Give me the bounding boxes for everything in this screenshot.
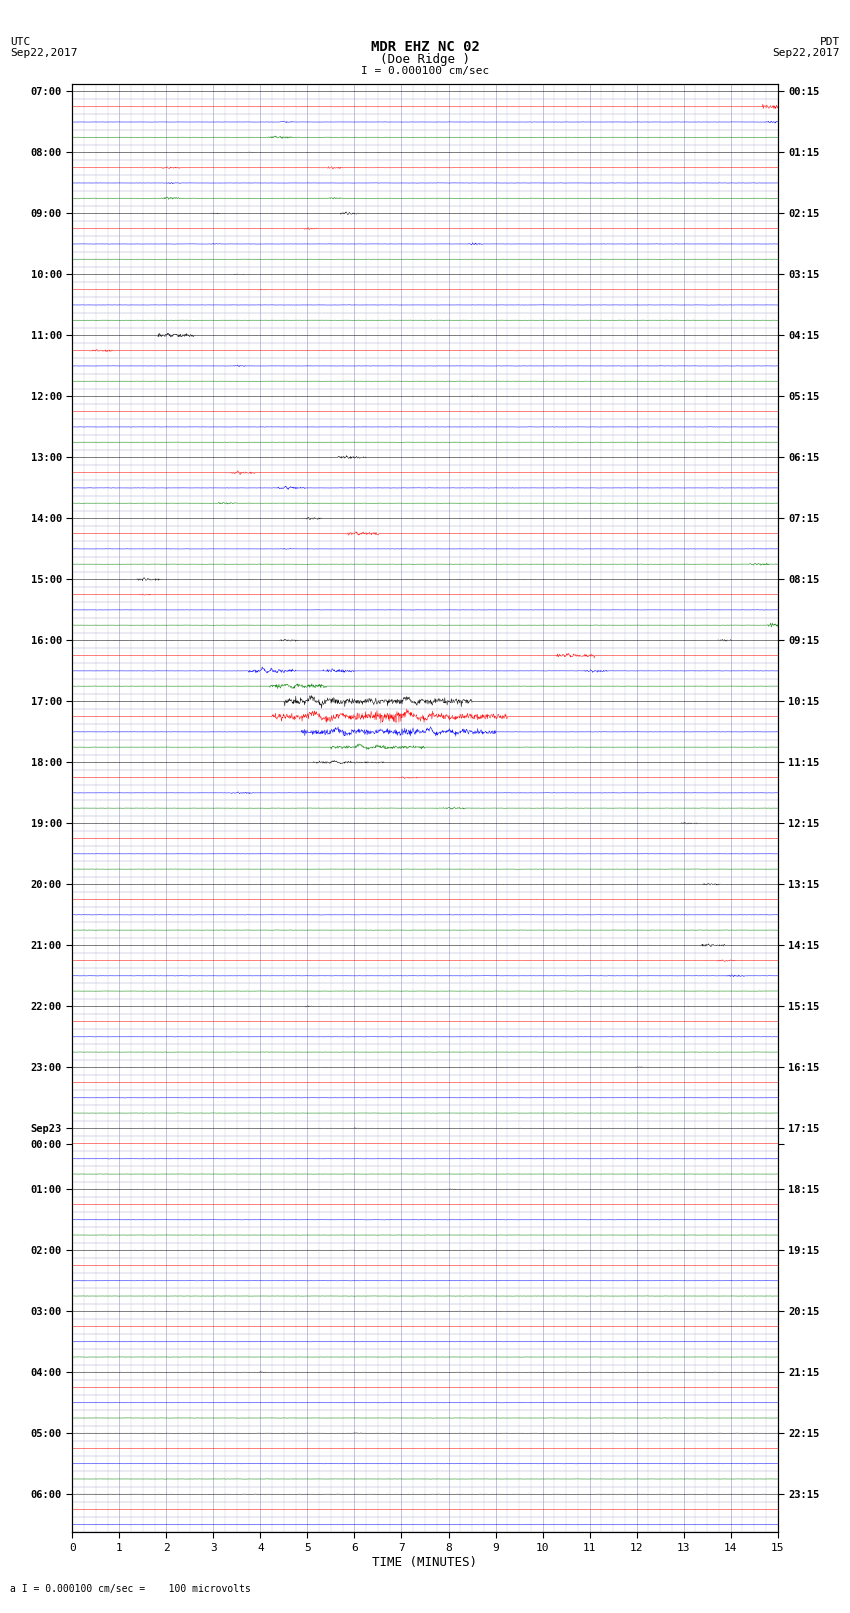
Text: Sep22,2017: Sep22,2017 [773, 48, 840, 58]
Text: a I = 0.000100 cm/sec =    100 microvolts: a I = 0.000100 cm/sec = 100 microvolts [10, 1584, 251, 1594]
Text: PDT: PDT [819, 37, 840, 47]
Text: Sep22,2017: Sep22,2017 [10, 48, 77, 58]
Text: MDR EHZ NC 02: MDR EHZ NC 02 [371, 40, 479, 55]
Text: UTC: UTC [10, 37, 31, 47]
Text: I = 0.000100 cm/sec: I = 0.000100 cm/sec [361, 66, 489, 76]
X-axis label: TIME (MINUTES): TIME (MINUTES) [372, 1555, 478, 1568]
Text: (Doe Ridge ): (Doe Ridge ) [380, 53, 470, 66]
